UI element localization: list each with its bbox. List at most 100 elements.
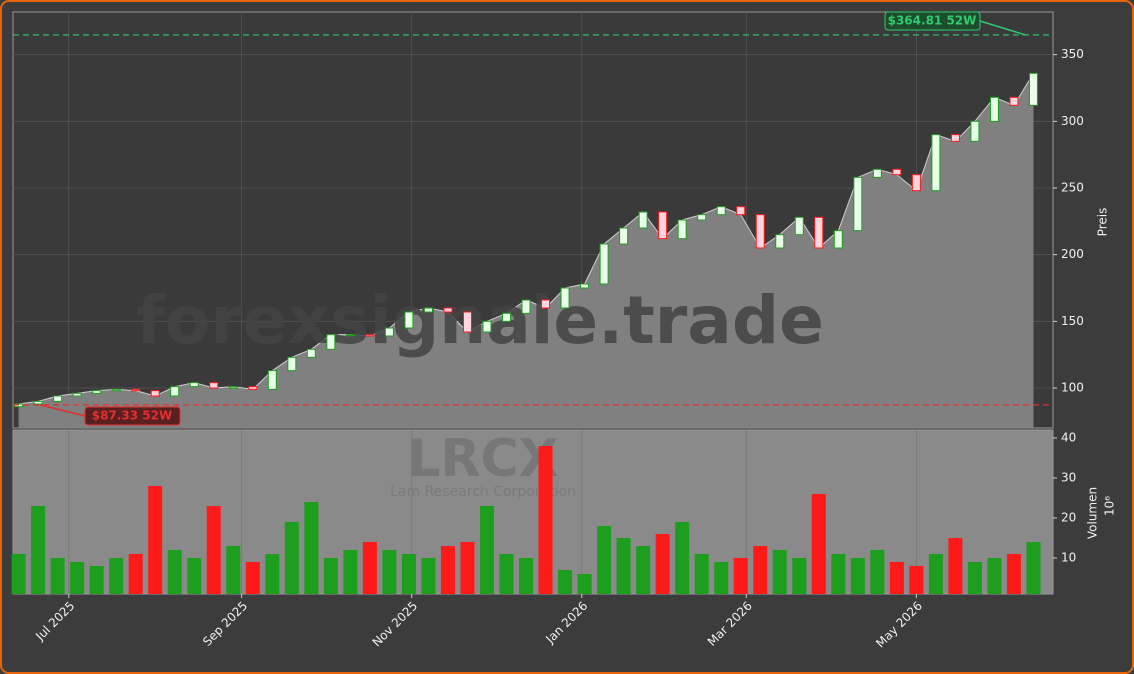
volume-bar — [577, 574, 592, 594]
candle — [502, 312, 512, 322]
candle — [638, 211, 648, 229]
volume-bar — [343, 550, 358, 594]
volume-bar — [460, 542, 475, 594]
candle — [599, 243, 609, 285]
volume-bar — [636, 546, 651, 594]
candle — [150, 390, 160, 397]
volume-bar — [694, 554, 709, 594]
watermark: forexsignale.trade — [136, 282, 824, 359]
candle — [365, 334, 375, 337]
candle — [170, 386, 180, 397]
candle — [970, 120, 980, 142]
volume-bar — [733, 558, 748, 594]
volume-bar — [382, 550, 397, 594]
candle — [404, 311, 414, 329]
volume-unit: 10⁶ — [1103, 496, 1117, 516]
candle — [306, 348, 316, 358]
volume-bar — [538, 446, 553, 594]
volume-bar — [50, 558, 65, 594]
volume-bar — [440, 546, 455, 594]
candle — [189, 382, 199, 388]
volume-bar — [831, 554, 846, 594]
candle — [931, 134, 941, 192]
candle — [423, 307, 433, 313]
volume-bar — [1006, 554, 1021, 594]
volume-bar — [206, 506, 221, 594]
volume-bar — [889, 562, 904, 594]
volume-bar — [870, 550, 885, 594]
candle — [443, 307, 453, 313]
volume-bar — [714, 562, 729, 594]
candle — [541, 299, 551, 309]
volume-bar — [31, 506, 46, 594]
volume-bar — [323, 558, 338, 594]
candle — [228, 386, 238, 389]
candle — [384, 327, 394, 337]
candle — [853, 176, 863, 232]
candle — [872, 168, 882, 178]
volume-bar — [109, 558, 124, 594]
y-axis-label: Preis — [1096, 208, 1110, 237]
volume-bar — [128, 554, 143, 594]
ticker: LRCX — [407, 429, 558, 489]
low-label-box — [84, 406, 181, 426]
candle — [716, 206, 726, 216]
candle — [814, 216, 824, 249]
candle — [209, 382, 219, 389]
high-arrow — [979, 20, 1026, 36]
volume-bar — [792, 558, 807, 594]
volume-bar — [753, 546, 768, 594]
high-label: $364.81 52W — [888, 14, 977, 28]
candle — [619, 227, 629, 245]
candle — [833, 230, 843, 249]
candle — [560, 287, 570, 309]
volume-bar — [362, 542, 377, 594]
volume-bar — [675, 522, 690, 594]
candle — [950, 134, 960, 142]
y-tick-label: 100 — [1061, 381, 1084, 395]
candle — [1028, 72, 1038, 106]
volume-bar — [597, 526, 612, 594]
candle — [580, 283, 590, 289]
candle — [989, 96, 999, 122]
candle — [267, 370, 277, 390]
y-tick-label: 200 — [1061, 247, 1084, 261]
candle — [775, 234, 785, 249]
volume-bar — [89, 566, 104, 594]
volume-bar — [987, 558, 1002, 594]
volume-bar — [499, 554, 514, 594]
volume-bar — [558, 570, 573, 594]
candle — [462, 311, 472, 333]
low-arrow — [39, 404, 86, 417]
volume-bar — [245, 562, 260, 594]
volume-bar — [948, 538, 963, 594]
candle — [658, 211, 668, 240]
candle — [248, 386, 258, 390]
high-label-box — [884, 11, 981, 31]
candle — [736, 206, 746, 216]
volume-bar — [11, 554, 26, 594]
candle — [345, 334, 355, 337]
volume-bar — [187, 558, 202, 594]
volume-bar — [148, 486, 163, 594]
volume-bar — [401, 554, 416, 594]
volume-bar — [304, 502, 319, 594]
volume-bar — [909, 566, 924, 594]
candle — [521, 299, 531, 314]
candle — [111, 388, 121, 392]
price-area — [18, 73, 1034, 428]
volume-bar — [70, 562, 85, 594]
volume-tick-label: 40 — [1061, 431, 1076, 445]
candle — [482, 320, 492, 333]
candle — [131, 388, 141, 392]
candle — [53, 395, 63, 402]
volume-bar — [850, 558, 865, 594]
candle — [892, 168, 902, 176]
company: Lam Research Corporation — [390, 484, 576, 500]
y-tick-label: 300 — [1061, 114, 1084, 128]
candle — [92, 390, 102, 394]
volume-bar — [284, 522, 299, 594]
volume-bar — [1026, 542, 1041, 594]
volume-tick-label: 10 — [1061, 551, 1076, 565]
